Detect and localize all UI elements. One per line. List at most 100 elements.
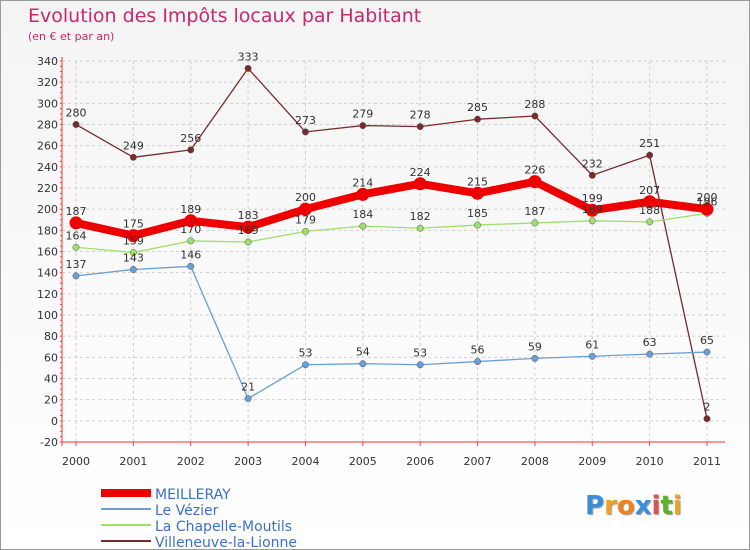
chart-subtitle: (en € et par an) bbox=[28, 30, 115, 43]
data-label: 214 bbox=[352, 176, 373, 189]
data-label: 200 bbox=[295, 191, 316, 204]
x-tick-label: 2009 bbox=[578, 455, 606, 468]
data-label: 185 bbox=[467, 207, 488, 220]
data-point bbox=[585, 203, 599, 217]
x-tick-label: 2007 bbox=[464, 455, 492, 468]
data-point bbox=[129, 249, 137, 257]
data-point bbox=[703, 348, 711, 356]
y-tick-label: 220 bbox=[37, 182, 58, 195]
data-point bbox=[69, 216, 83, 230]
data-point bbox=[700, 202, 714, 216]
data-label: 273 bbox=[295, 114, 316, 127]
logo-letter: r bbox=[604, 491, 617, 521]
logo-letter: x bbox=[634, 491, 652, 521]
data-label: 146 bbox=[180, 248, 201, 261]
series-line-villeneuve-la-lionne bbox=[75, 67, 708, 420]
series-line-le-v-zier bbox=[75, 265, 708, 400]
data-point bbox=[72, 272, 80, 280]
data-label: 200 bbox=[697, 191, 718, 204]
series-line-meilleray bbox=[72, 177, 711, 240]
data-label: 143 bbox=[123, 251, 144, 264]
data-label: 278 bbox=[410, 109, 431, 122]
data-label: 251 bbox=[639, 137, 660, 150]
data-point bbox=[703, 415, 711, 423]
logo-letter: i bbox=[672, 491, 682, 521]
data-point bbox=[416, 123, 424, 131]
data-point bbox=[244, 395, 252, 403]
data-point bbox=[413, 177, 427, 191]
data-label: 279 bbox=[352, 108, 373, 121]
data-point bbox=[302, 361, 309, 369]
data-point bbox=[72, 121, 80, 128]
chart-title: Evolution des Impôts locaux par Habitant bbox=[28, 5, 422, 27]
y-tick-label: 120 bbox=[37, 288, 58, 301]
data-point bbox=[302, 227, 309, 235]
data-label: 175 bbox=[123, 218, 144, 231]
data-point bbox=[471, 186, 485, 200]
legend-label: MEILLERAY bbox=[155, 487, 231, 503]
data-point bbox=[643, 195, 657, 209]
data-point bbox=[531, 112, 539, 120]
logo-letter: P bbox=[585, 491, 605, 521]
series-line-la-chapelle-moutils bbox=[75, 212, 708, 254]
data-label: 179 bbox=[295, 213, 316, 226]
data-point bbox=[129, 153, 137, 161]
data-point bbox=[646, 350, 654, 358]
data-label: 164 bbox=[66, 229, 87, 242]
x-tick-label: 2005 bbox=[349, 455, 377, 468]
data-label: 59 bbox=[528, 340, 542, 353]
data-point bbox=[126, 229, 140, 243]
data-point bbox=[531, 219, 539, 227]
data-label: 183 bbox=[238, 209, 259, 222]
y-tick-label: 300 bbox=[37, 97, 58, 110]
data-label: 232 bbox=[582, 157, 603, 170]
x-tick-label: 2006 bbox=[406, 455, 434, 468]
data-label: 199 bbox=[582, 192, 603, 205]
data-label: 170 bbox=[180, 223, 201, 236]
data-point bbox=[187, 262, 195, 270]
data-label: 189 bbox=[582, 203, 603, 216]
data-point bbox=[244, 238, 252, 246]
data-point bbox=[359, 122, 367, 130]
data-label: 285 bbox=[467, 101, 488, 114]
x-tick-label: 2001 bbox=[119, 455, 147, 468]
data-label: 280 bbox=[66, 107, 87, 120]
data-label: 189 bbox=[180, 203, 201, 216]
logo-letter: i bbox=[651, 491, 661, 521]
data-point bbox=[241, 220, 255, 234]
y-tick-label: 140 bbox=[37, 267, 58, 280]
data-label: 65 bbox=[700, 334, 714, 347]
data-point bbox=[646, 151, 654, 159]
data-label: 224 bbox=[410, 166, 431, 179]
data-label: 53 bbox=[413, 347, 427, 360]
y-tick-label: 160 bbox=[37, 246, 58, 259]
data-label: 53 bbox=[298, 347, 312, 360]
data-point bbox=[531, 354, 539, 362]
data-point bbox=[646, 218, 654, 226]
data-point bbox=[474, 358, 481, 366]
legend-label: Le Vézier bbox=[155, 503, 219, 519]
y-tick-label: 240 bbox=[37, 161, 58, 174]
data-point bbox=[187, 237, 195, 245]
data-label: 182 bbox=[410, 210, 431, 223]
x-tick-label: 2004 bbox=[291, 455, 319, 468]
y-tick-label: 0 bbox=[51, 415, 58, 428]
data-label: 288 bbox=[524, 98, 545, 111]
x-tick-label: 2002 bbox=[177, 455, 205, 468]
data-label: 137 bbox=[66, 258, 87, 271]
y-tick-label: 40 bbox=[44, 373, 58, 386]
legend-label: Villeneuve-la-Lionne bbox=[155, 535, 297, 549]
data-label: 187 bbox=[524, 205, 545, 218]
logo-letter: t bbox=[660, 491, 673, 521]
data-label: 187 bbox=[66, 205, 87, 218]
data-label: 226 bbox=[524, 164, 545, 177]
y-tick-label: 60 bbox=[44, 351, 58, 364]
data-label: 215 bbox=[467, 175, 488, 188]
y-tick-label: -20 bbox=[40, 436, 58, 449]
data-label: 2 bbox=[704, 401, 711, 414]
y-tick-label: 340 bbox=[37, 55, 58, 68]
data-label: 196 bbox=[697, 195, 718, 208]
proxiti-logo: Proxiti bbox=[585, 491, 682, 521]
